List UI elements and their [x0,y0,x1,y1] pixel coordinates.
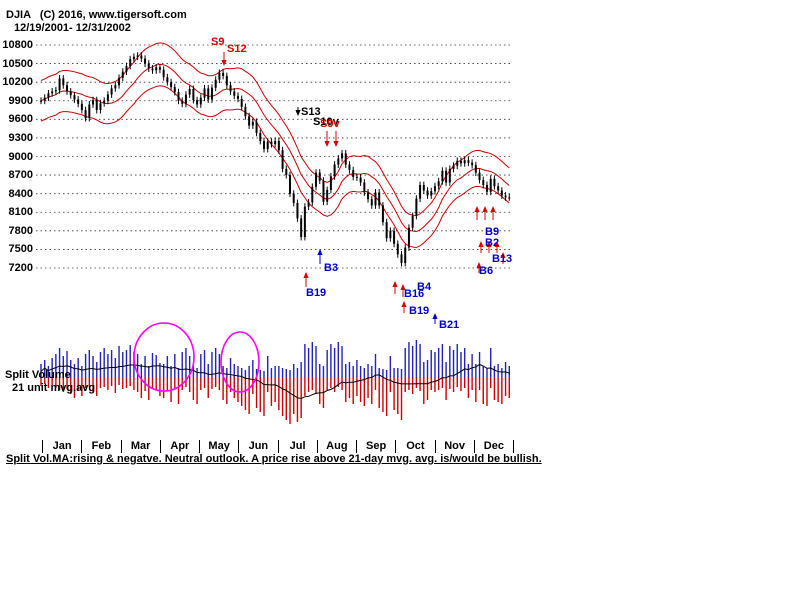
mvg-avg-label: 21 unit mvg.avg [12,382,96,394]
y-tick-10800: 10800 [2,39,33,51]
y-tick-8700: 8700 [8,169,33,182]
y-tick-8400: 8400 [8,187,33,200]
signal-b13-13: B13 [492,253,513,265]
signal-s13-2: S13 [301,106,321,118]
month-axis: Jan Feb Mar Apr May Jun Jul Aug Sep Oct Nov Dec [42,440,514,453]
date-range: 12/19/2001- 12/31/2002 [14,22,131,34]
signal-b19-6: B19 [306,287,327,299]
signal-b19-9: B19 [409,305,430,317]
y-tick-9000: 9000 [8,150,33,163]
month-apr: Apr [159,440,199,453]
split-volume-label: Split Volume [5,369,71,381]
signal-s9v-4: S9v [320,118,340,130]
signal-b2-12: B2 [485,237,500,249]
y-tick-7800: 7800 [8,224,33,237]
signal-b3-5: B3 [324,262,339,274]
signal-s10v-3: S10v [313,116,339,128]
month-feb: Feb [81,440,120,453]
signal-b9-11: B9 [485,226,500,238]
signal-b16-8: B16 [404,288,425,300]
signal-s9-0: S9 [211,36,225,48]
month-mar: Mar [120,440,160,453]
y-tick-9600: 9600 [8,113,33,126]
month-sep: Sep [356,440,395,453]
signal-b6-14: B6 [479,265,494,277]
y-tick-7200: 7200 [8,262,33,274]
y-tick-9900: 9900 [8,94,33,107]
month-jun: Jun [238,440,277,453]
signal-b21-10: B21 [439,319,460,331]
y-tick-10200: 10200 [2,76,33,89]
y-tick-10500: 10500 [2,57,33,70]
y-tick-8100: 8100 [8,206,33,219]
month-aug: Aug [316,440,356,453]
month-nov: Nov [434,440,474,453]
y-tick-9300: 9300 [8,131,33,144]
signal-s12-1: S12 [227,43,247,55]
month-dec: Dec [473,440,514,453]
y-tick-7500: 7500 [8,243,33,256]
month-may: May [199,440,238,453]
month-oct: Oct [395,440,434,453]
chart-title: DJIA (C) 2016, www.tigersoft.com [6,9,187,21]
signal-b4-7: B4 [417,281,432,293]
month-jul: Jul [277,440,317,453]
footer-note: Split Vol.MA:rising & negatve. Neutral o… [6,453,542,465]
month-jan: Jan [42,440,81,453]
